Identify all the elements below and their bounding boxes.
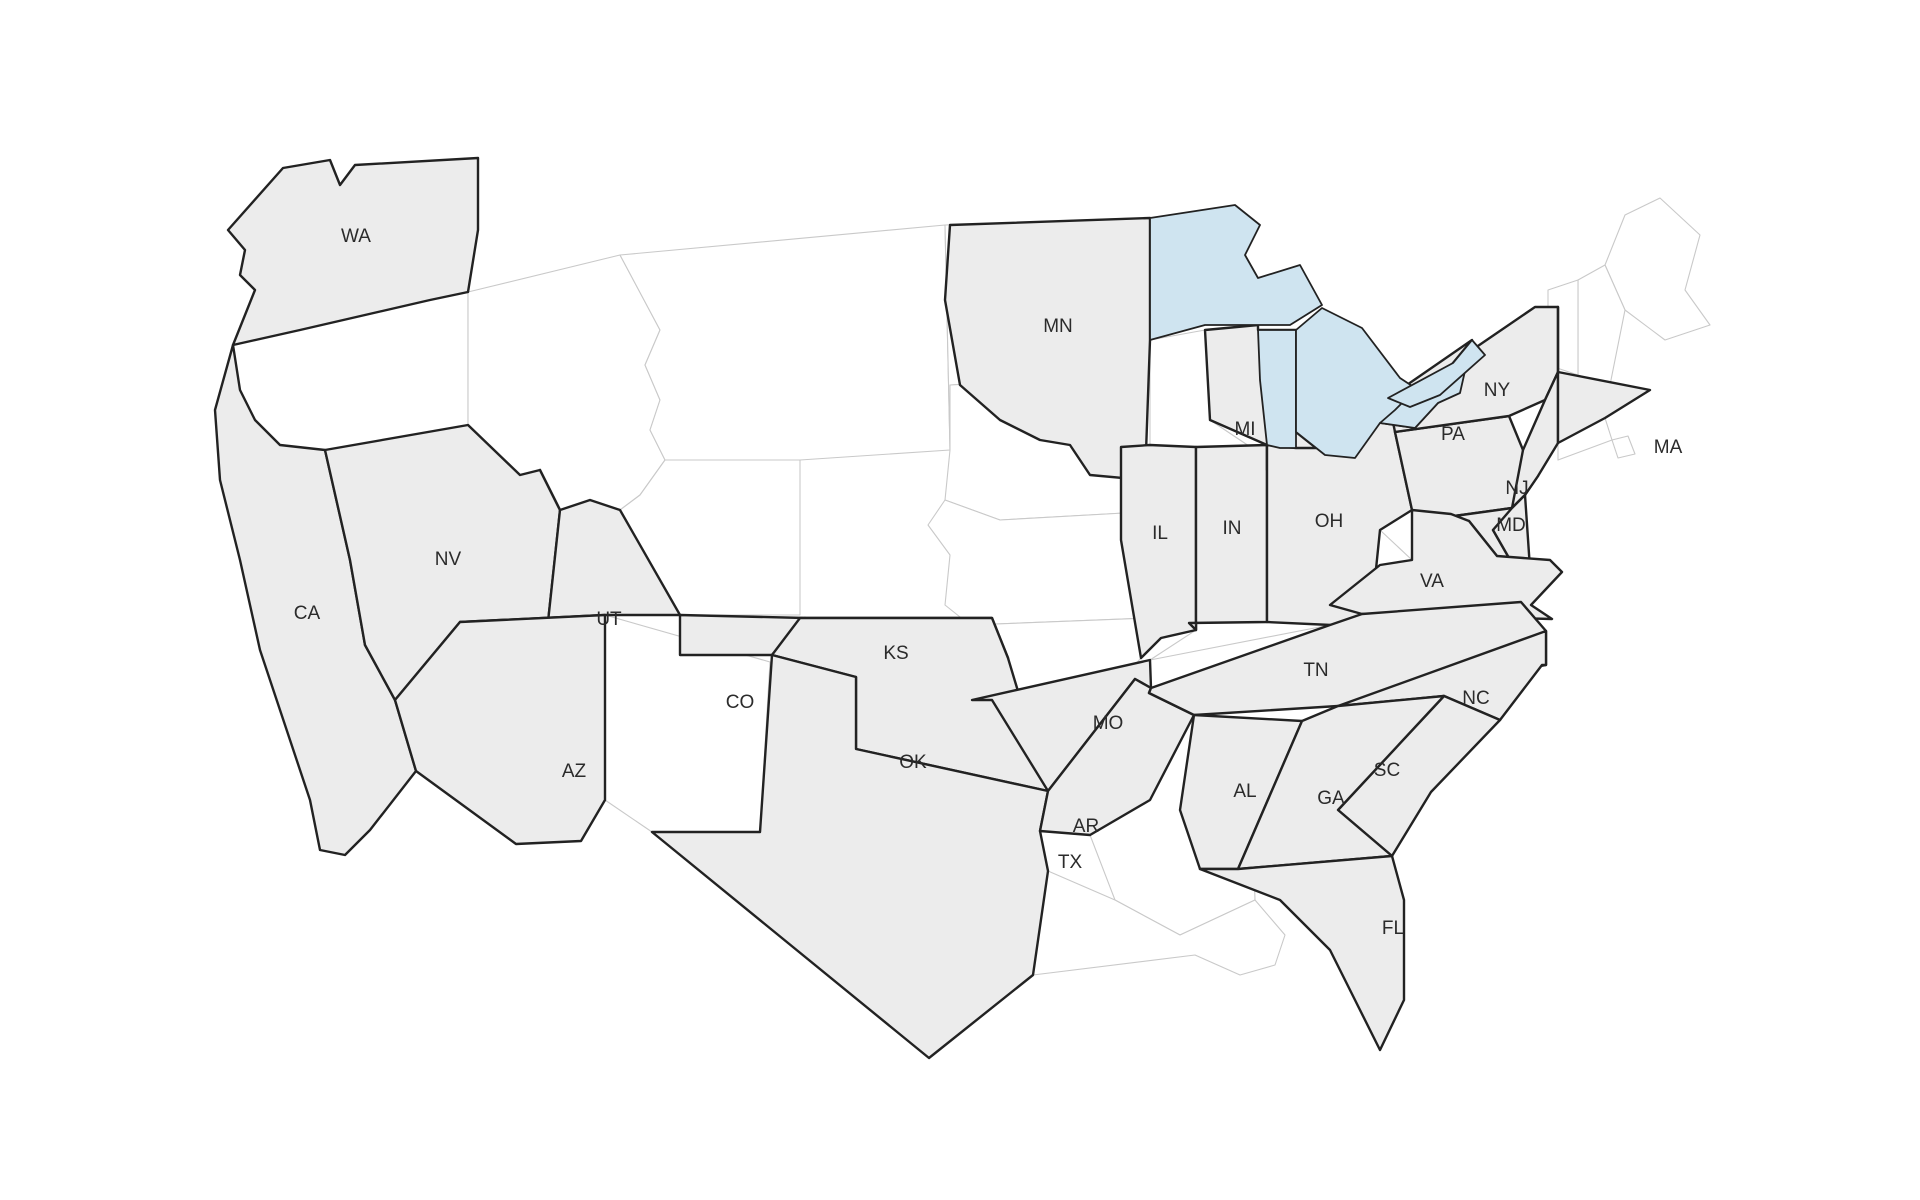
svg-text:PA: PA xyxy=(1441,424,1465,445)
svg-text:MO: MO xyxy=(1093,713,1124,734)
svg-text:TN: TN xyxy=(1303,660,1328,681)
svg-text:VA: VA xyxy=(1420,571,1444,592)
svg-text:UT: UT xyxy=(596,609,622,630)
svg-text:MI: MI xyxy=(1234,419,1255,440)
svg-text:MA: MA xyxy=(1654,437,1683,458)
svg-text:AZ: AZ xyxy=(562,761,587,782)
svg-text:NC: NC xyxy=(1462,688,1489,709)
svg-text:NJ: NJ xyxy=(1505,478,1528,499)
svg-text:TX: TX xyxy=(1058,852,1083,873)
svg-text:FL: FL xyxy=(1382,918,1404,939)
svg-text:SC: SC xyxy=(1374,760,1400,781)
svg-text:NV: NV xyxy=(435,549,462,570)
svg-text:CA: CA xyxy=(294,603,321,624)
svg-text:IN: IN xyxy=(1223,518,1242,539)
svg-text:CO: CO xyxy=(726,692,755,713)
svg-text:MD: MD xyxy=(1496,515,1526,536)
svg-text:NY: NY xyxy=(1484,380,1511,401)
svg-text:MN: MN xyxy=(1043,316,1073,337)
svg-text:AL: AL xyxy=(1233,781,1256,802)
svg-text:WA: WA xyxy=(341,226,371,247)
svg-text:GA: GA xyxy=(1317,788,1345,809)
svg-text:KS: KS xyxy=(883,643,908,664)
svg-text:AR: AR xyxy=(1073,816,1099,837)
svg-text:OK: OK xyxy=(899,752,927,773)
svg-text:IL: IL xyxy=(1152,523,1168,544)
svg-text:OH: OH xyxy=(1315,511,1344,532)
